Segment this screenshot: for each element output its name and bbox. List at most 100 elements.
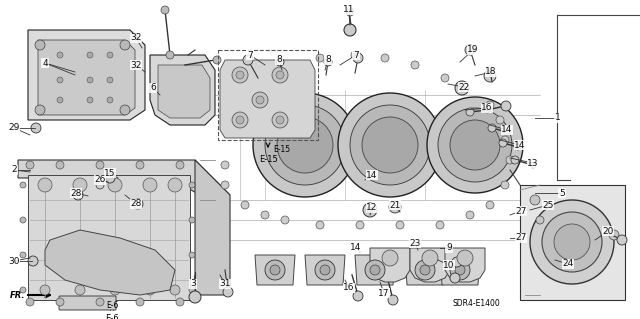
Text: 5: 5: [559, 189, 565, 197]
Circle shape: [496, 116, 504, 124]
Text: 4: 4: [42, 58, 48, 68]
Circle shape: [40, 285, 50, 295]
Text: E-15: E-15: [273, 145, 291, 154]
Circle shape: [320, 265, 330, 275]
Text: 27: 27: [515, 206, 527, 216]
Circle shape: [542, 212, 602, 272]
Text: 16: 16: [343, 284, 355, 293]
Circle shape: [353, 291, 363, 301]
Text: 32: 32: [131, 33, 141, 42]
Text: 22: 22: [458, 83, 470, 92]
Circle shape: [35, 105, 45, 115]
Circle shape: [256, 96, 264, 104]
Circle shape: [276, 71, 284, 79]
Circle shape: [367, 207, 373, 213]
Text: 14: 14: [515, 140, 525, 150]
Circle shape: [530, 195, 540, 205]
Polygon shape: [28, 30, 145, 120]
Circle shape: [501, 136, 509, 144]
Circle shape: [466, 108, 474, 116]
Circle shape: [438, 108, 512, 182]
Circle shape: [120, 40, 130, 50]
Circle shape: [365, 260, 385, 280]
Polygon shape: [255, 255, 295, 285]
Circle shape: [161, 6, 169, 14]
Circle shape: [236, 71, 244, 79]
Polygon shape: [28, 175, 190, 300]
Circle shape: [422, 250, 438, 266]
Circle shape: [166, 51, 174, 59]
Circle shape: [107, 97, 113, 103]
Polygon shape: [405, 255, 445, 285]
Bar: [520, 185, 625, 300]
Circle shape: [20, 217, 26, 223]
Text: 16: 16: [481, 103, 493, 113]
Text: FR.: FR.: [10, 291, 25, 300]
Text: 11: 11: [343, 5, 355, 14]
Circle shape: [57, 97, 63, 103]
Circle shape: [554, 224, 590, 260]
Circle shape: [107, 52, 113, 58]
Text: E-6: E-6: [106, 300, 118, 309]
Circle shape: [427, 97, 523, 193]
FancyBboxPatch shape: [59, 296, 116, 310]
Polygon shape: [445, 248, 485, 282]
Polygon shape: [305, 255, 345, 285]
Text: 1: 1: [555, 114, 561, 122]
Circle shape: [501, 101, 511, 111]
Circle shape: [189, 217, 195, 223]
Circle shape: [265, 260, 285, 280]
Polygon shape: [18, 160, 230, 195]
Circle shape: [504, 129, 510, 135]
Text: 21: 21: [389, 201, 401, 210]
Circle shape: [381, 54, 389, 62]
Circle shape: [455, 265, 465, 275]
Circle shape: [441, 74, 449, 82]
Circle shape: [265, 105, 345, 185]
Circle shape: [316, 221, 324, 229]
Text: 7: 7: [247, 50, 253, 60]
Circle shape: [486, 101, 494, 109]
Circle shape: [272, 67, 288, 83]
Circle shape: [221, 161, 229, 169]
Text: 19: 19: [467, 46, 479, 55]
Circle shape: [362, 117, 418, 173]
Text: 3: 3: [190, 279, 196, 288]
Text: 15: 15: [104, 168, 116, 177]
Circle shape: [501, 181, 509, 189]
Circle shape: [488, 124, 496, 132]
Circle shape: [499, 139, 507, 147]
Circle shape: [346, 8, 354, 16]
Circle shape: [356, 221, 364, 229]
Circle shape: [450, 260, 470, 280]
Circle shape: [189, 252, 195, 258]
Circle shape: [338, 93, 442, 197]
Text: 14: 14: [366, 170, 378, 180]
Polygon shape: [410, 248, 450, 282]
Text: 17: 17: [378, 288, 390, 298]
Text: 18: 18: [485, 68, 497, 77]
Text: 13: 13: [527, 159, 539, 167]
Circle shape: [277, 117, 333, 173]
Circle shape: [515, 144, 521, 150]
Circle shape: [73, 190, 83, 200]
Circle shape: [276, 116, 284, 124]
Circle shape: [136, 161, 144, 169]
Circle shape: [466, 211, 474, 219]
Circle shape: [38, 178, 52, 192]
Circle shape: [213, 56, 221, 64]
Circle shape: [324, 58, 332, 66]
Text: 25: 25: [542, 201, 554, 210]
Text: 31: 31: [220, 279, 231, 288]
Circle shape: [363, 203, 377, 217]
Circle shape: [530, 162, 536, 168]
Circle shape: [107, 77, 113, 83]
Circle shape: [87, 77, 93, 83]
Circle shape: [370, 265, 380, 275]
Text: 14: 14: [501, 125, 513, 135]
Circle shape: [136, 298, 144, 306]
Circle shape: [261, 211, 269, 219]
Circle shape: [450, 120, 500, 170]
Circle shape: [73, 178, 87, 192]
Circle shape: [241, 201, 249, 209]
